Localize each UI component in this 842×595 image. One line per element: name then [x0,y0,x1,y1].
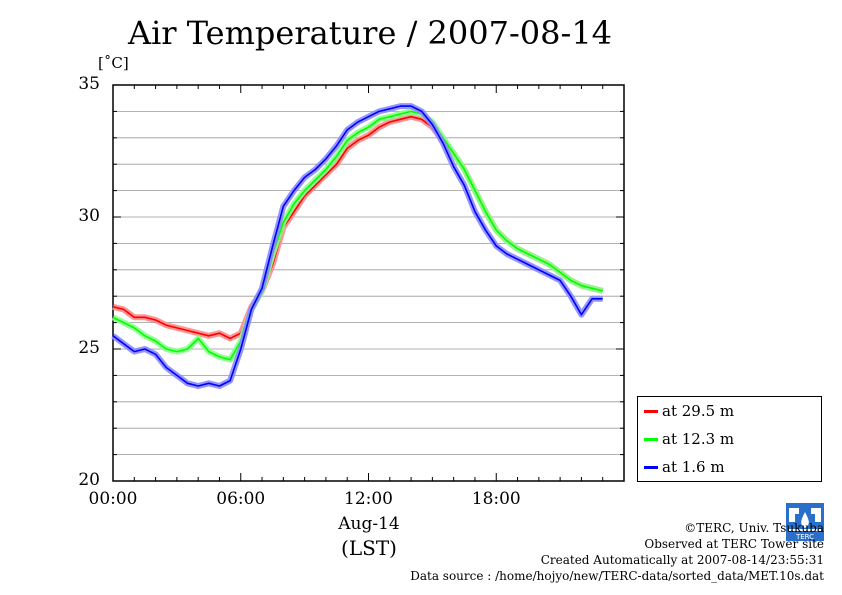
y-axis-unit: [˚C] [98,54,129,72]
legend-entry: at 29.5 m [644,401,734,421]
axis-ticks [113,84,624,482]
legend-entry: at 1.6 m [644,457,725,477]
plot-frame [112,84,625,482]
y-tick-label: 25 [78,338,100,358]
grid [113,111,624,456]
x-axis-label: (LST) [341,536,397,560]
terc-logo-icon: TERC [786,503,824,541]
legend-swatch [644,465,658,469]
y-tick-label: 20 [78,470,100,490]
y-tick-label: 35 [78,74,100,94]
credits-block: ©TERC, Univ. Tsukuba Observed at TERC To… [410,520,824,584]
y-tick-label: 30 [78,206,100,226]
x-date-label: Aug-14 [338,514,400,534]
series-band [112,113,604,342]
x-tick-label: 00:00 [88,489,138,509]
legend-swatch [644,409,658,413]
x-tick-label: 18:00 [471,489,521,509]
legend-label: at 12.3 m [662,430,735,448]
series-line [112,105,603,387]
credit-created: Created Automatically at 2007-08-14/23:5… [540,553,824,567]
legend: at 29.5 m at 12.3 m at 1.6 m [637,396,822,482]
legend-swatch [644,437,658,441]
credit-copyright: ©TERC, Univ. Tsukuba [684,521,824,535]
series-line [112,115,603,340]
credit-source: Data source : /home/hojyo/new/TERC-data/… [410,569,824,583]
logo-text: TERC [795,533,814,541]
legend-label: at 29.5 m [662,402,735,420]
x-tick-label: 06:00 [216,489,266,509]
x-tick-label: 12:00 [344,489,393,509]
credit-site: Observed at TERC Tower site [644,537,824,551]
series-layer [111,103,604,389]
chart-title: Air Temperature / 2007-08-14 [127,14,613,52]
series-line [112,110,603,361]
legend-label: at 1.6 m [662,458,725,476]
legend-entry: at 12.3 m [644,429,734,449]
series-band [111,103,603,389]
